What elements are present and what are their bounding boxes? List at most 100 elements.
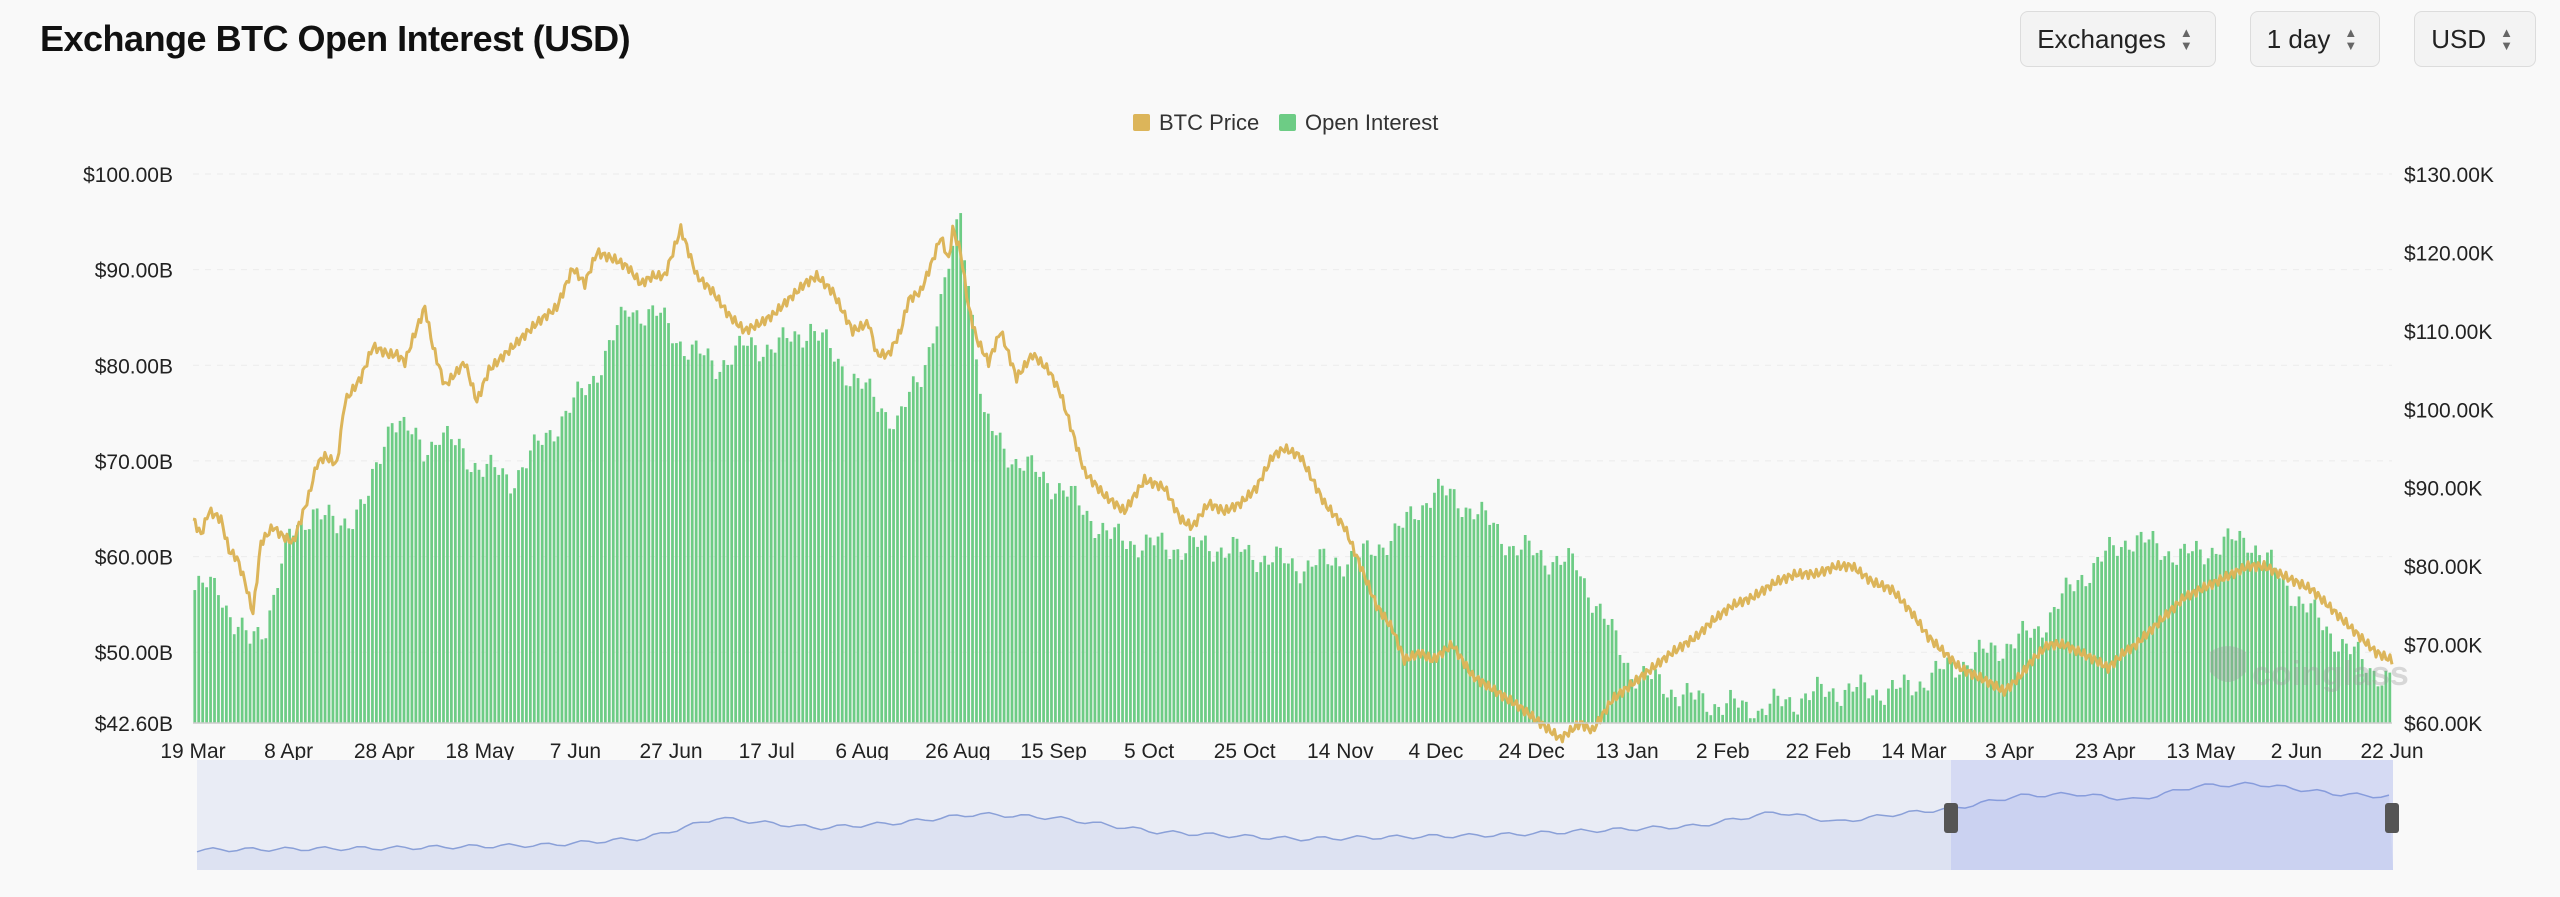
oi-bar [2246,552,2250,723]
oi-bar [1547,574,1551,723]
oi-bar [892,429,895,723]
range-navigator[interactable] [196,760,2399,870]
oi-bar [1172,549,1176,723]
oi-bar [1496,524,1499,723]
x-tick-label: 28 Apr [354,740,415,763]
oi-bar [2242,537,2246,723]
oi-bar [1800,698,1803,723]
chart-legend[interactable]: BTC Price Open Interest [1133,110,1438,135]
oi-bar [509,493,512,723]
oi-bar [1113,527,1117,723]
oi-bar [1196,546,1199,723]
oi-bar [1057,483,1061,723]
legend-btc-price[interactable]: BTC Price [1159,110,1259,135]
currency-select[interactable]: USD ▲ ▼ [2414,11,2536,67]
y-left-tick-label: $50.00B [95,642,173,665]
x-tick-label: 6 Aug [835,740,889,763]
oi-bar [584,395,587,723]
oi-bar [2337,651,2340,723]
oi-bar [2317,617,2321,723]
oi-bar [2072,591,2076,723]
oi-bar [2289,605,2293,723]
y-right-tick-label: $80.00K [2404,556,2482,579]
oi-bar [311,509,315,723]
oi-bar [1468,508,1472,723]
oi-bar [718,371,722,723]
oi-bar [2033,628,2036,723]
oi-bar [2123,540,2127,723]
oi-bar [564,410,568,723]
oi-bar [446,425,449,723]
oi-bar [1109,538,1113,723]
oi-bar [1922,687,1926,723]
y-left-tick-label: $100.00B [83,164,173,187]
oi-bar [1425,503,1428,723]
oi-bar [793,331,797,723]
oi-bar [1883,704,1886,723]
oi-bar [1188,535,1192,723]
oi-bar [1184,553,1188,723]
oi-bar [773,352,777,723]
oi-bar [1527,540,1531,723]
oi-bar [1515,555,1519,723]
oi-bar [1168,559,1172,723]
oi-bar [769,349,773,723]
oi-bar [1334,557,1338,723]
exchanges-select[interactable]: Exchanges ▲ ▼ [2020,11,2216,67]
oi-bar [1365,540,1369,723]
interval-select[interactable]: 1 day ▲ ▼ [2249,11,2381,67]
navigator-handle-right[interactable] [2385,803,2399,833]
oi-bar [1377,544,1381,723]
oi-bar [797,334,801,723]
oi-bar [1594,606,1598,723]
oi-bar [528,450,532,723]
oi-bar [868,378,872,723]
oi-bar [825,329,828,723]
navigator-handle-left[interactable] [1944,803,1958,833]
oi-bar [1160,532,1164,723]
oi-bar [1010,464,1014,723]
oi-bar [1251,559,1255,723]
oi-bar [1310,566,1314,723]
oi-bar [1105,530,1109,723]
oi-bar [1152,545,1156,723]
x-tick-label: 27 Jun [640,740,703,763]
legend-open-interest[interactable]: Open Interest [1305,110,1438,135]
oi-bar [1164,549,1168,723]
oi-bar [1247,544,1251,723]
oi-bar [939,294,943,723]
oi-bar [2262,563,2265,723]
oi-bar [2345,643,2348,723]
x-tick-label: 23 Apr [2075,740,2136,763]
oi-bar [655,315,659,723]
oi-bar [268,610,272,723]
oi-bar [394,432,398,723]
oi-bar [1831,688,1835,723]
oi-bar [1602,618,1606,723]
oi-bar [1756,710,1760,723]
oi-bar [1946,657,1950,723]
oi-bar [1847,683,1851,723]
oi-bar [2005,643,2009,723]
oi-bar [615,325,619,723]
x-tick-label: 22 Feb [1786,740,1851,763]
x-tick-label: 15 Sep [1020,740,1087,763]
navigator-selection[interactable] [1951,760,2393,870]
oi-bar [2388,672,2392,723]
oi-bar [1867,698,1871,723]
oi-bar [994,435,998,723]
oi-bar [2175,564,2179,723]
oi-bar [513,488,516,723]
oi-bar [1286,563,1290,723]
oi-bar [2100,561,2104,723]
oi-bar [260,639,264,723]
oi-bar [485,463,489,723]
oi-bar [418,439,422,723]
oi-bar [702,355,706,723]
oi-bar [517,470,520,723]
oi-bar [1369,554,1373,723]
oi-bar [1685,683,1689,723]
oi-bar [2037,626,2040,723]
oi-bar [1898,687,1902,723]
